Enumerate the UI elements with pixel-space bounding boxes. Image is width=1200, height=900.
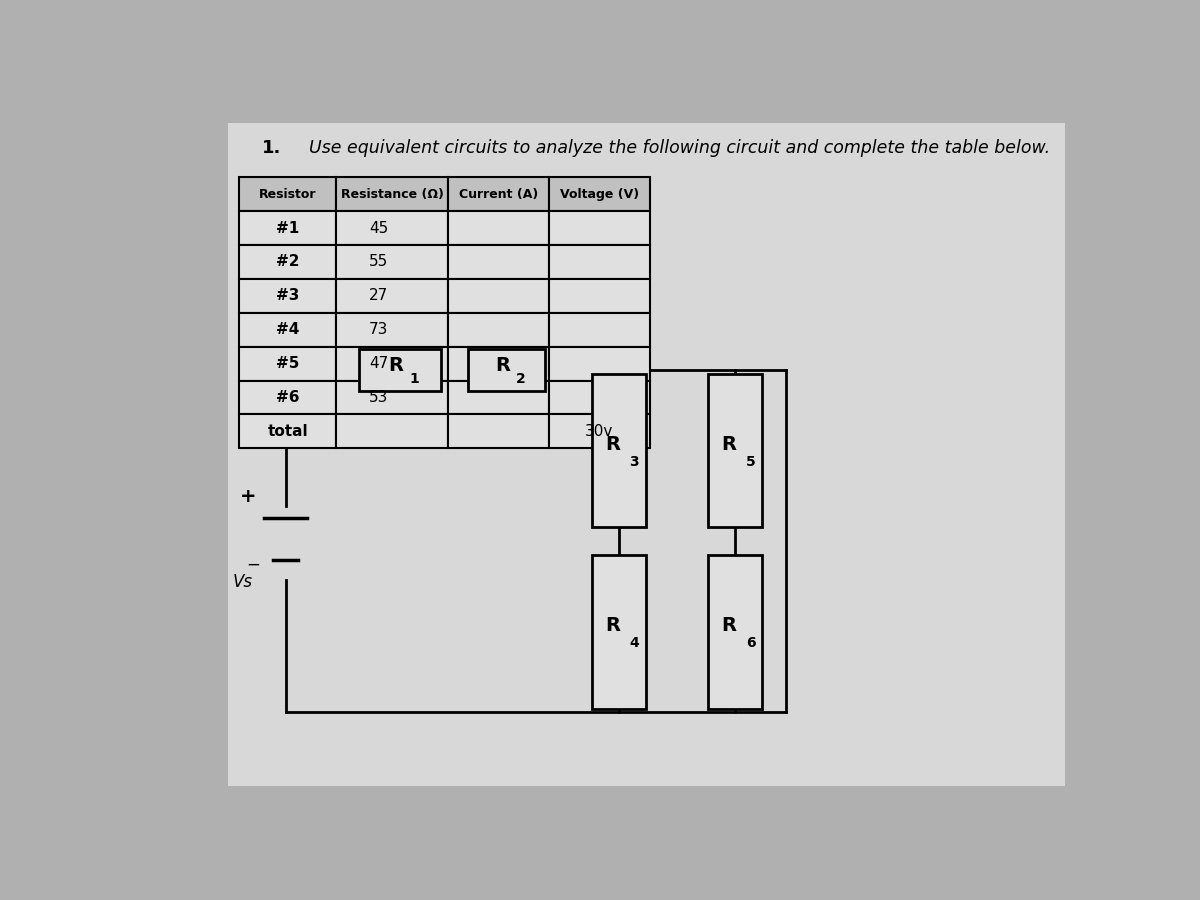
Text: #4: #4	[276, 322, 299, 338]
Bar	[592, 555, 646, 708]
Text: Voltage (V): Voltage (V)	[560, 188, 640, 201]
Bar	[550, 381, 650, 415]
Bar	[336, 313, 449, 346]
Text: R: R	[721, 435, 737, 454]
Text: Current (A): Current (A)	[460, 188, 539, 201]
Bar	[708, 555, 762, 708]
Bar	[336, 415, 449, 448]
Text: total: total	[268, 424, 308, 439]
Text: #1: #1	[276, 220, 299, 236]
Text: R: R	[496, 356, 510, 374]
Bar	[550, 313, 650, 346]
Bar	[449, 177, 550, 212]
Text: −: −	[246, 555, 260, 573]
Text: 4: 4	[630, 636, 640, 651]
Bar	[239, 313, 336, 346]
Text: 1.: 1.	[263, 139, 282, 157]
Text: #5: #5	[276, 356, 299, 371]
Bar	[239, 177, 336, 212]
Text: 1: 1	[409, 372, 419, 386]
Text: #2: #2	[276, 255, 299, 269]
Bar	[550, 415, 650, 448]
Text: #6: #6	[276, 390, 299, 405]
Text: 27: 27	[370, 288, 389, 303]
Bar	[359, 348, 440, 391]
Text: 3: 3	[630, 455, 640, 469]
Text: 73: 73	[370, 322, 389, 338]
Text: 45: 45	[370, 220, 389, 236]
Bar	[336, 212, 449, 245]
Bar	[550, 212, 650, 245]
Text: Resistor: Resistor	[259, 188, 317, 201]
Bar	[239, 279, 336, 313]
Text: +: +	[240, 487, 257, 506]
Text: Vs: Vs	[233, 573, 253, 591]
Bar	[239, 212, 336, 245]
Text: #3: #3	[276, 288, 299, 303]
Bar	[336, 346, 449, 381]
Bar	[550, 346, 650, 381]
Bar	[336, 279, 449, 313]
Text: 47: 47	[370, 356, 389, 371]
Bar	[239, 381, 336, 415]
Bar	[449, 279, 550, 313]
Bar	[449, 415, 550, 448]
Bar	[550, 279, 650, 313]
Bar	[708, 374, 762, 527]
Bar	[239, 245, 336, 279]
Bar	[449, 245, 550, 279]
Bar	[449, 212, 550, 245]
Bar	[336, 177, 449, 212]
Text: Resistance (Ω): Resistance (Ω)	[341, 188, 444, 201]
Bar	[336, 381, 449, 415]
Text: 2: 2	[516, 372, 526, 386]
Text: 53: 53	[370, 390, 389, 405]
Text: R: R	[389, 356, 403, 374]
Text: Use equivalent circuits to analyze the following circuit and complete the table : Use equivalent circuits to analyze the f…	[308, 139, 1050, 157]
Bar	[550, 245, 650, 279]
Text: R: R	[605, 616, 620, 635]
Text: R: R	[721, 616, 737, 635]
Bar	[592, 374, 646, 527]
Text: R: R	[605, 435, 620, 454]
Bar	[239, 415, 336, 448]
Bar	[449, 381, 550, 415]
Bar	[449, 346, 550, 381]
Bar	[468, 348, 545, 391]
Bar	[239, 346, 336, 381]
Bar	[550, 177, 650, 212]
Text: 6: 6	[746, 636, 756, 651]
Text: 30v: 30v	[586, 424, 613, 439]
Bar	[449, 313, 550, 346]
Text: 55: 55	[370, 255, 389, 269]
Text: 5: 5	[745, 455, 756, 469]
Bar	[336, 245, 449, 279]
